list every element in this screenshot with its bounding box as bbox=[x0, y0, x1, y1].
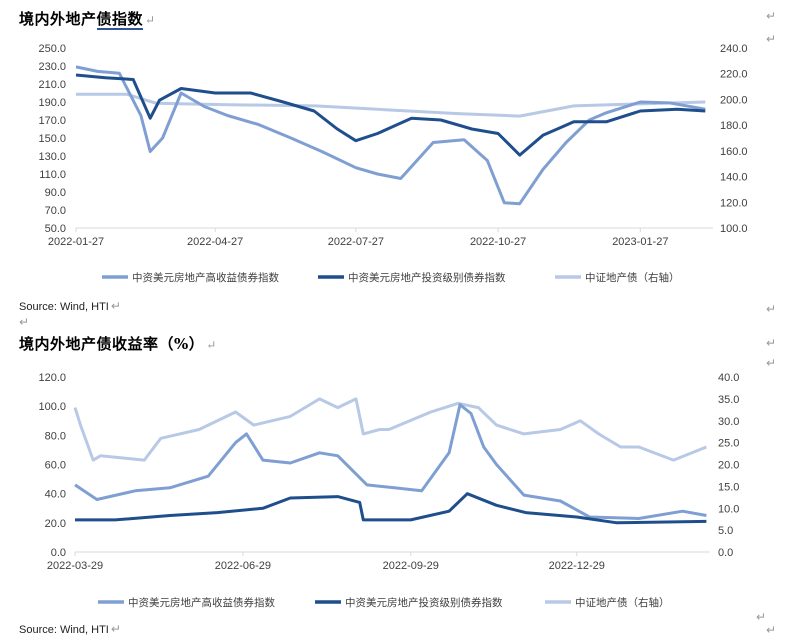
series-line-1 bbox=[75, 73, 706, 157]
x-tick-label: 2022-07-27 bbox=[328, 236, 384, 248]
chart1-series bbox=[75, 65, 706, 206]
y2-tick-label: 220.0 bbox=[720, 69, 748, 81]
y2-tick-label: 25.0 bbox=[718, 438, 739, 450]
chart-property-bond-index: 250.0 230.0 210.0 190.0 170.0 150.0 130.0 110.0… bbox=[38, 43, 748, 284]
legend-label: 中资美元房地产高收益债券指数 bbox=[128, 596, 275, 609]
legend-label: 中资美元房地产高收益债券指数 bbox=[132, 271, 279, 284]
chart2-title-text: 境内外地产债收益率（%） bbox=[19, 335, 205, 353]
y2-tick-label: 200.0 bbox=[720, 94, 748, 106]
y-tick-label: 40.0 bbox=[45, 489, 66, 501]
y2-tick-label: 240.0 bbox=[720, 43, 748, 55]
chart2-left-axis-labels: 120.0 100.0 80.0 60.0 40.0 20.0 0.0 bbox=[38, 372, 66, 559]
x-tick-label: 2022-03-29 bbox=[47, 560, 103, 572]
chart2-source: Source: Wind, HTI ↵ bbox=[19, 622, 121, 636]
legend-label: 中证地产债（右轴） bbox=[575, 596, 670, 609]
y2-tick-label: 120.0 bbox=[720, 197, 748, 209]
y-tick-label: 70.0 bbox=[45, 205, 66, 217]
y-tick-label: 190.0 bbox=[38, 97, 66, 109]
y-tick-label: 250.0 bbox=[38, 43, 66, 55]
chart2-right-axis-labels: 40.0 35.0 30.0 25.0 20.0 15.0 10.0 5.0 0.0 bbox=[718, 372, 739, 559]
y-tick-label: 50.0 bbox=[45, 223, 66, 235]
y2-tick-label: 35.0 bbox=[718, 394, 739, 406]
y-tick-label: 20.0 bbox=[45, 518, 66, 530]
y2-tick-label: 30.0 bbox=[718, 416, 739, 428]
chart1-legend: 中资美元房地产高收益债券指数 中资美元房地产投资级别债券指数 中证地产债（右轴） bbox=[102, 271, 680, 284]
chart1-title: 境内外地产债指数 ↵ bbox=[19, 8, 156, 30]
x-tick-label: 2022-10-27 bbox=[470, 236, 526, 248]
legend-label: 中证地产债（右轴） bbox=[585, 271, 680, 284]
y2-tick-label: 0.0 bbox=[718, 547, 733, 559]
x-tick-label: 2022-01-27 bbox=[48, 236, 104, 248]
y-tick-label: 60.0 bbox=[45, 460, 66, 472]
y-tick-label: 100.0 bbox=[38, 401, 66, 413]
y2-tick-label: 160.0 bbox=[720, 146, 748, 158]
return-mark-icon: ↵ bbox=[766, 302, 777, 316]
y2-tick-label: 140.0 bbox=[720, 172, 748, 184]
y-tick-label: 170.0 bbox=[38, 115, 66, 127]
return-mark-icon: ↵ bbox=[766, 9, 777, 23]
return-mark-icon: ↵ bbox=[19, 315, 30, 329]
source-text: Source: Wind, HTI bbox=[19, 301, 109, 313]
y2-tick-label: 180.0 bbox=[720, 120, 748, 132]
y2-tick-label: 5.0 bbox=[718, 525, 733, 537]
y2-tick-label: 15.0 bbox=[718, 481, 739, 493]
series-line-0 bbox=[75, 65, 706, 206]
return-mark-icon: ↵ bbox=[145, 13, 156, 27]
y-tick-label: 130.0 bbox=[38, 151, 66, 163]
legend-label: 中资美元房地产投资级别债券指数 bbox=[345, 596, 503, 609]
series-line-2 bbox=[73, 397, 707, 462]
return-mark-icon: ↵ bbox=[110, 299, 121, 313]
y-tick-label: 230.0 bbox=[38, 61, 66, 73]
chart1-source: Source: Wind, HTI ↵ bbox=[19, 299, 121, 313]
y2-tick-label: 100.0 bbox=[720, 223, 748, 235]
chart2-x-axis-labels: 2022-03-29 2022-06-29 2022-09-29 2022-12-29 bbox=[47, 552, 605, 572]
x-tick-label: 2022-12-29 bbox=[549, 560, 605, 572]
series-line-0 bbox=[74, 403, 707, 520]
y-tick-label: 120.0 bbox=[38, 372, 66, 384]
return-mark-icon: ↵ bbox=[766, 336, 777, 350]
y2-tick-label: 20.0 bbox=[718, 460, 739, 472]
x-tick-label: 2022-06-29 bbox=[215, 560, 271, 572]
chart2-legend: 中资美元房地产高收益债券指数 中资美元房地产投资级别债券指数 中证地产债（右轴） bbox=[98, 596, 670, 609]
y-tick-label: 90.0 bbox=[45, 187, 66, 199]
return-mark-icon: ↵ bbox=[206, 338, 217, 352]
y-tick-label: 110.0 bbox=[39, 169, 66, 181]
chart1-title-underlined: 债指数 bbox=[96, 10, 144, 30]
y-tick-label: 0.0 bbox=[51, 547, 66, 559]
chart1-left-axis-labels: 250.0 230.0 210.0 190.0 170.0 150.0 130.0 110.0… bbox=[38, 43, 66, 235]
series-line-2 bbox=[76, 92, 706, 118]
return-mark-icon: ↵ bbox=[766, 623, 777, 637]
chart1-title-text: 境内外地产 bbox=[19, 10, 97, 28]
chart2-series bbox=[73, 397, 707, 525]
x-tick-label: 2023-01-27 bbox=[612, 236, 668, 248]
return-mark-icon: ↵ bbox=[766, 356, 777, 370]
y2-tick-label: 40.0 bbox=[718, 372, 739, 384]
y-tick-label: 150.0 bbox=[38, 133, 66, 145]
y2-tick-label: 10.0 bbox=[718, 503, 739, 515]
source-text: Source: Wind, HTI bbox=[19, 624, 109, 636]
y-tick-label: 80.0 bbox=[45, 430, 66, 442]
x-tick-label: 2022-04-27 bbox=[187, 236, 243, 248]
return-mark-icon: ↵ bbox=[756, 610, 767, 624]
chart1-right-axis-labels: 240.0 220.0 200.0 180.0 160.0 140.0 120.0 100.0 bbox=[720, 43, 748, 235]
series-line-1 bbox=[75, 492, 707, 525]
y-tick-label: 210.0 bbox=[38, 79, 66, 91]
return-mark-icon: ↵ bbox=[766, 32, 777, 46]
chart1-x-axis-labels: 2022-01-27 2022-04-27 2022-07-27 2022-10-27… bbox=[48, 228, 668, 248]
chart2-title: 境内外地产债收益率（%） ↵ bbox=[19, 333, 217, 354]
legend-label: 中资美元房地产投资级别债券指数 bbox=[348, 271, 506, 284]
return-mark-icon: ↵ bbox=[110, 622, 121, 636]
x-tick-label: 2022-09-29 bbox=[383, 560, 439, 572]
